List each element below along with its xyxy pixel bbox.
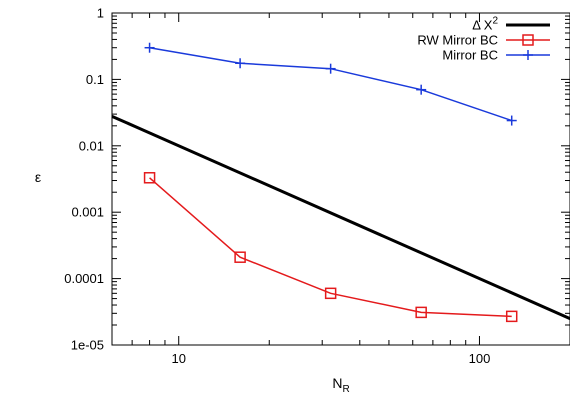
data-point xyxy=(415,306,427,319)
x-tick-label: 10 xyxy=(171,351,185,366)
data-point xyxy=(505,310,518,323)
ticks: 1e-05 0.0001 0.001 0.01 0.1 1 10 100 xyxy=(64,6,570,366)
legend-label: Mirror BC xyxy=(442,48,498,63)
legend-label: Δ X2 xyxy=(472,16,498,33)
x-tick-label: 100 xyxy=(469,351,491,366)
legend-entry: Δ X2 xyxy=(472,16,550,33)
y-tick-label: 0.01 xyxy=(79,138,104,153)
data-point xyxy=(506,115,517,126)
y-tick-label: 1e-05 xyxy=(71,338,104,353)
y-tick-label: 0.001 xyxy=(71,205,104,220)
data-point xyxy=(234,251,246,263)
plot-frame xyxy=(111,12,570,346)
data-point xyxy=(143,172,156,184)
series-line xyxy=(111,114,570,320)
x-axis-label-sub: R xyxy=(342,384,349,395)
x-axis-label-main: N xyxy=(332,375,342,391)
series-2 xyxy=(144,42,517,126)
legend-label: RW Mirror BC xyxy=(417,33,498,48)
legend-marker xyxy=(523,50,533,60)
legend-marker xyxy=(522,34,534,46)
x-axis-label: NR xyxy=(332,375,349,395)
data-point xyxy=(144,42,155,53)
data-point xyxy=(324,287,337,300)
data-point xyxy=(235,58,246,69)
series-line xyxy=(149,177,512,318)
y-tick-label: 1 xyxy=(97,6,104,21)
legend-entry: RW Mirror BC xyxy=(417,33,550,48)
series-0 xyxy=(111,114,570,320)
y-tick-label: 0.1 xyxy=(86,72,104,87)
y-axis-label: ε xyxy=(35,169,41,185)
y-tick-label: 0.0001 xyxy=(64,271,104,286)
data-point xyxy=(325,63,336,74)
series-1 xyxy=(143,172,518,323)
legend-entry: Mirror BC xyxy=(442,48,550,63)
series-layer xyxy=(111,42,570,323)
data-point xyxy=(416,84,427,95)
